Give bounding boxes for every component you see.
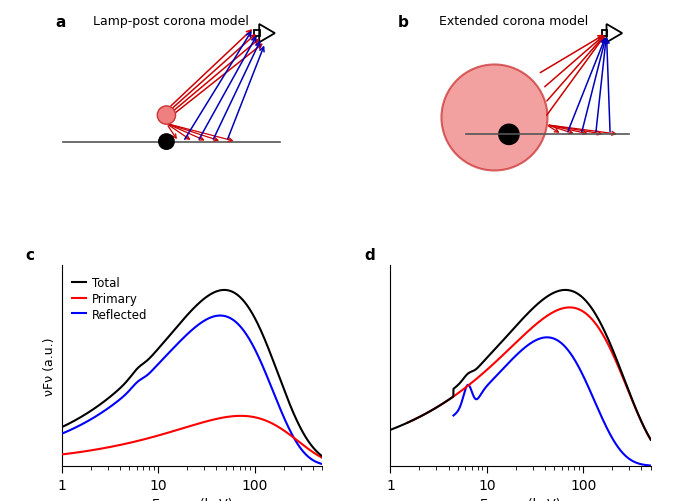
Text: b: b: [398, 15, 409, 30]
Text: Extended corona model: Extended corona model: [439, 15, 588, 28]
Bar: [601, 31, 607, 37]
Text: Lamp-post corona model: Lamp-post corona model: [93, 15, 249, 28]
Text: c: c: [25, 247, 34, 263]
Text: d: d: [364, 247, 375, 263]
Bar: [254, 31, 260, 37]
Circle shape: [159, 135, 174, 150]
Y-axis label: νFν (a.u.): νFν (a.u.): [43, 337, 56, 395]
X-axis label: Energy (keV): Energy (keV): [151, 497, 232, 501]
Text: a: a: [55, 15, 66, 30]
Circle shape: [441, 65, 547, 171]
Circle shape: [158, 107, 175, 125]
Circle shape: [499, 125, 519, 145]
X-axis label: Energy (keV): Energy (keV): [480, 497, 561, 501]
Legend: Total, Primary, Reflected: Total, Primary, Reflected: [68, 272, 153, 326]
